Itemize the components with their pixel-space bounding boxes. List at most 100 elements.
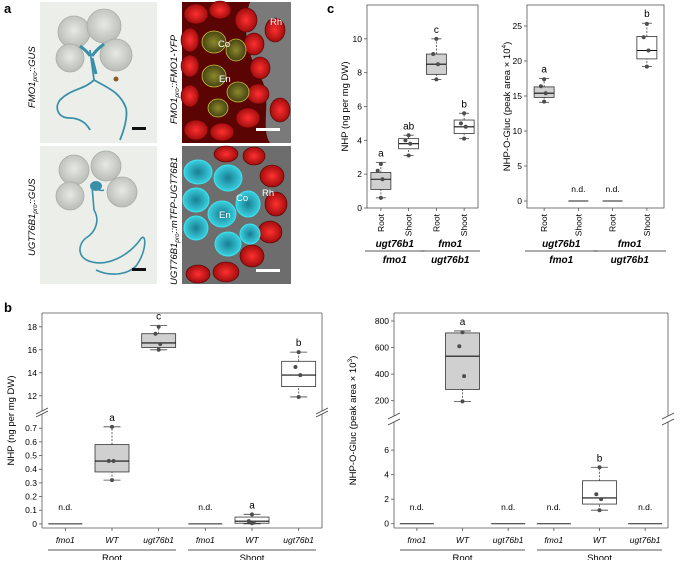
axis-break-mark <box>387 418 401 426</box>
group-label: Root <box>452 553 472 560</box>
box-0-point <box>380 177 385 182</box>
sig-letter: c <box>434 25 439 36</box>
y-label-sup: 3 <box>347 359 354 363</box>
label-fmo1-yfp: FMO1pro::FMO1-YFP <box>169 34 181 124</box>
box-5-point <box>298 373 303 378</box>
box-5-point <box>293 365 298 370</box>
box-4-point <box>594 492 599 497</box>
axis-break-mark <box>315 407 329 415</box>
group-label: Shoot <box>587 553 612 560</box>
box-3-point <box>463 124 468 129</box>
x-tick-label: WT <box>593 535 607 545</box>
box-3-point <box>462 111 467 116</box>
box-1-point <box>408 141 413 146</box>
group-genotype: ugt76b1 <box>376 239 415 250</box>
x-tick-label: Root <box>376 213 386 232</box>
box-0-point <box>543 91 548 96</box>
box-5-point <box>296 350 301 355</box>
y-label-sup: 4 <box>501 45 508 49</box>
box-1-point <box>457 344 462 349</box>
group-label: Shoot <box>240 553 265 560</box>
y-tick-label: 16 <box>28 345 38 355</box>
y-tick-label: 4 <box>384 470 389 480</box>
y-tick-label: 5 <box>517 161 522 171</box>
box-1-point <box>110 478 114 483</box>
y-tick-label: 25 <box>513 21 523 31</box>
sig-letter: ab <box>403 121 415 132</box>
chart-b-right-nhp-o-gluc: 200 400 600 800 0 2 4 6 n.d. fmo1 a WT n.d. ugt76b1 n.… <box>347 312 675 564</box>
box-1-point <box>462 374 467 379</box>
y-tick-label: 4 <box>357 135 362 145</box>
x-tick-label: Root <box>608 213 618 232</box>
box-2-point <box>435 62 440 67</box>
y-tick-label: 0.5 <box>25 451 37 461</box>
box-2-point <box>434 77 439 82</box>
box-5-point <box>296 394 301 399</box>
axis-break-mark <box>387 412 401 420</box>
y-tick-label: 0.1 <box>25 505 37 515</box>
box-1-point <box>406 153 411 158</box>
y-tick-label: 0.6 <box>25 437 37 447</box>
group-genotype: fmo1 <box>618 239 642 250</box>
y-tick-label: 2 <box>384 494 389 504</box>
x-tick-label: Shoot <box>642 213 652 236</box>
tag-rh: Rh <box>270 17 282 28</box>
axis-break-mark <box>661 412 675 420</box>
group-genotype: fmo1 <box>383 255 407 266</box>
tag-rh-2: Rh <box>262 188 274 199</box>
chart-c-right-nhp-o-gluc: 0 5 10 15 20 25 a Root n.d. Shoot n.d. Root b Shoot NH… <box>501 4 666 266</box>
box-3-point <box>646 48 651 53</box>
box-2-box <box>141 333 177 348</box>
box-4-point <box>250 512 254 517</box>
chart-b-left-nhp: 12 14 16 18 0 0.1 0.2 0.3 0.4 0.5 0.6 0.7 n.d. fmo1 a W… <box>6 312 329 564</box>
nd-label: n.d. <box>198 502 212 512</box>
axis-break-mark <box>315 410 329 418</box>
sig-letter: b <box>461 99 467 110</box>
box-1-point <box>406 133 411 138</box>
x-tick-label: WT <box>456 535 470 545</box>
y-tick-label: 8 <box>357 68 362 78</box>
y-axis-label: NHP (ng per mg DW) <box>340 61 351 151</box>
group-genotype: ugt76b1 <box>431 255 470 266</box>
y-tick-label: 200 <box>375 396 389 406</box>
box-3-point <box>462 136 467 141</box>
box-2-point <box>158 342 163 347</box>
nd-label: n.d. <box>606 184 620 194</box>
nd-label: n.d. <box>58 502 72 512</box>
y-tick-label: 0.7 <box>25 423 37 433</box>
y-tick-label: 0.4 <box>25 464 37 474</box>
box-1-box <box>445 332 480 390</box>
nd-label: n.d. <box>571 184 585 194</box>
x-tick-label: fmo1 <box>544 535 563 545</box>
nd-label: n.d. <box>547 502 561 512</box>
plot-frame <box>526 4 665 209</box>
x-tick-label: WT <box>105 535 119 545</box>
x-tick-label: fmo1 <box>407 535 426 545</box>
sig-letter: c <box>156 312 161 323</box>
y-tick-label: 2 <box>357 169 362 179</box>
box-3-point <box>641 35 646 40</box>
box-2-point <box>434 36 439 41</box>
box-3-point <box>644 21 649 26</box>
panel-label-a: a <box>4 1 12 16</box>
box-0-point <box>542 77 547 82</box>
box-2-point <box>156 347 161 352</box>
y-tick-label: 400 <box>375 369 389 379</box>
box-0-box <box>370 172 392 190</box>
y-label-part: ) <box>502 42 513 45</box>
box-1-point <box>110 424 114 429</box>
axis-break-mark <box>661 418 675 426</box>
sig-letter: a <box>249 500 255 511</box>
sig-letter: a <box>460 317 466 328</box>
chart-c-left-nhp: 0 2 4 6 8 10 a Root ab Shoot c Root b Shoot NHP (ng pe… <box>340 4 480 266</box>
y-tick-label: 0 <box>517 196 522 206</box>
box-1-box <box>94 444 130 473</box>
axis-break-mark <box>35 407 49 415</box>
box-4-point <box>246 519 251 524</box>
y-tick-label: 600 <box>375 343 389 353</box>
tag-co: Co <box>218 39 230 50</box>
x-tick-label: fmo1 <box>56 535 75 545</box>
tag-co-2: Co <box>236 193 248 204</box>
box-3-point <box>458 121 463 126</box>
box-4-point <box>597 465 602 470</box>
